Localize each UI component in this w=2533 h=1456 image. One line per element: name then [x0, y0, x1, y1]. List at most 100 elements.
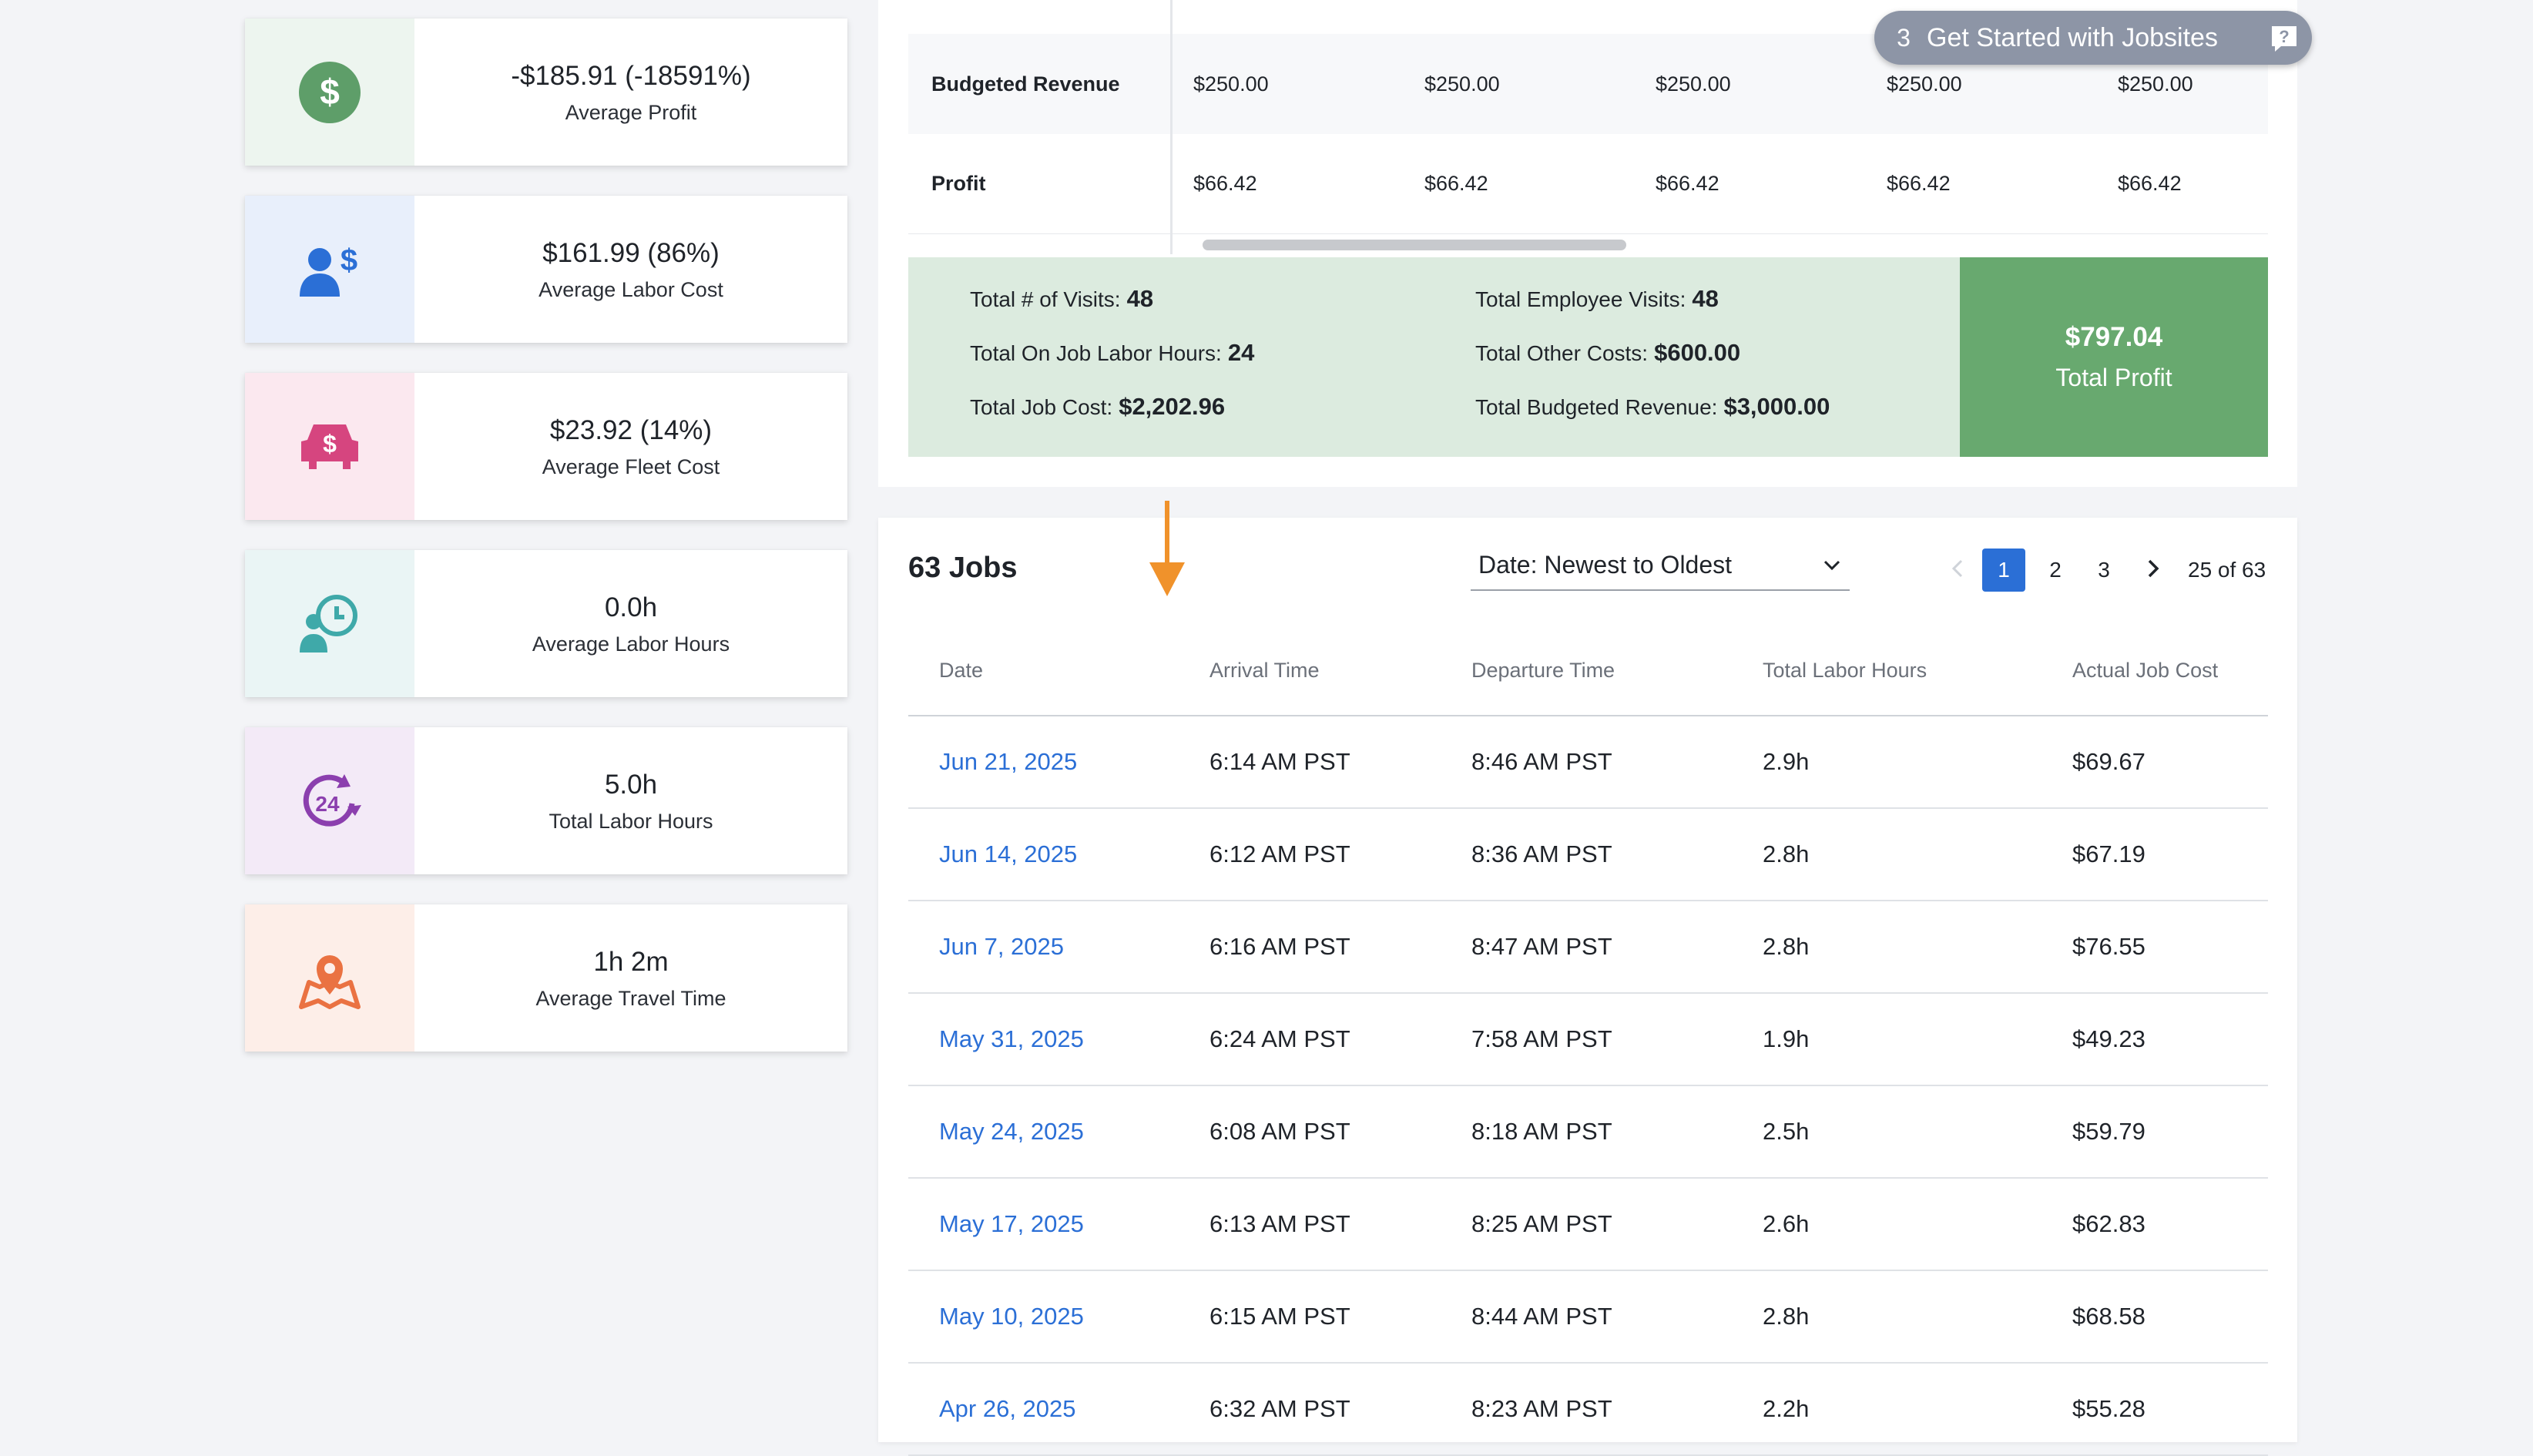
job-date-link[interactable]: May 17, 2025 [939, 1210, 1084, 1237]
total-job-cost: Total Job Cost: $2,202.96 [970, 393, 1226, 420]
departure-time: 7:58 AM PST [1471, 1025, 1612, 1052]
departure-time: 8:44 AM PST [1471, 1303, 1612, 1330]
sort-select-value: Date: Newest to Oldest [1478, 551, 1733, 579]
dollar-circle-icon: $ [299, 61, 361, 123]
total-profit-value: $797.04 [2065, 322, 2163, 352]
stat-value: -$185.91 (-18591%) [511, 61, 751, 92]
table-row[interactable]: Jun 21, 2025 6:14 AM PST 8:46 AM PST 2.9… [908, 716, 2268, 809]
job-cost: $62.83 [2072, 1210, 2146, 1237]
job-date-link[interactable]: Jun 7, 2025 [939, 933, 1065, 960]
budget-cell: $250.00 [1887, 72, 1962, 96]
budget-cell: $66.42 [1193, 172, 1257, 195]
chevron-left-icon[interactable] [1946, 553, 1969, 584]
total-profit-box: $797.04 Total Profit [1960, 257, 2268, 457]
budget-cell: $250.00 [2118, 72, 2193, 96]
total-labor-hours: Total On Job Labor Hours: 24 [970, 339, 1255, 366]
table-row[interactable]: May 24, 2025 6:08 AM PST 8:18 AM PST 2.5… [908, 1086, 2268, 1179]
budget-row-profit: Profit $66.42 $66.42 $66.42 $66.42 $66.4… [908, 134, 2268, 234]
stat-label: Average Fleet Cost [542, 455, 720, 478]
labor-hours: 2.6h [1763, 1210, 1810, 1237]
total-budgeted-revenue: Total Budgeted Revenue: $3,000.00 [1475, 393, 1830, 420]
table-row[interactable]: Apr 26, 2025 6:32 AM PST 8:23 AM PST 2.2… [908, 1364, 2268, 1456]
labor-hours: 2.9h [1763, 748, 1810, 775]
departure-time: 8:36 AM PST [1471, 840, 1612, 867]
column-header-total-labor-hours[interactable]: Total Labor Hours [1763, 658, 1927, 682]
page-button-1[interactable]: 1 [1982, 549, 2025, 592]
budget-cell: $66.42 [1656, 172, 1719, 195]
job-cost: $59.79 [2072, 1118, 2146, 1145]
page-range: 25 of 63 [2188, 558, 2266, 582]
budget-cell: $250.00 [1424, 72, 1500, 96]
job-date-link[interactable]: Apr 26, 2025 [939, 1395, 1076, 1422]
totals-summary: Total # of Visits: 48 Total On Job Labor … [908, 257, 1960, 457]
job-date-link[interactable]: Jun 14, 2025 [939, 840, 1078, 867]
job-date-link[interactable]: May 31, 2025 [939, 1025, 1084, 1052]
job-cost: $68.58 [2072, 1303, 2146, 1330]
map-pin-icon [299, 954, 361, 1009]
labor-hours: 2.5h [1763, 1118, 1810, 1145]
down-arrow-icon [1149, 501, 1185, 596]
car-dollar-icon: $ [301, 424, 358, 469]
horizontal-scrollbar[interactable] [1203, 237, 2268, 253]
column-header-arrival-time[interactable]: Arrival Time [1209, 658, 1320, 682]
jobs-panel: 63 Jobs Date: Newest to Oldest 1 2 3 25 … [878, 501, 2297, 1456]
labor-hours: 2.8h [1763, 933, 1810, 960]
table-row[interactable]: May 31, 2025 6:24 AM PST 7:58 AM PST 1.9… [908, 994, 2268, 1086]
get-started-button[interactable]: 3 Get Started with Jobsites ? [1874, 11, 2312, 65]
row-label: Profit [931, 172, 986, 195]
table-header: Date Arrival Time Departure Time Total L… [908, 626, 2268, 716]
departure-time: 8:47 AM PST [1471, 933, 1612, 960]
stat-label: Average Profit [565, 100, 697, 124]
job-date-link[interactable]: Jun 21, 2025 [939, 748, 1078, 775]
row-label: Budgeted Revenue [931, 72, 1120, 96]
chevron-right-icon[interactable] [2142, 553, 2165, 584]
stat-card-average-labor-hours: 0.0h Average Labor Hours [245, 550, 847, 697]
get-started-count: 3 [1897, 23, 1911, 52]
departure-time: 8:46 AM PST [1471, 748, 1612, 775]
job-cost: $55.28 [2072, 1395, 2146, 1422]
stat-label: Average Labor Hours [532, 632, 730, 656]
stat-card-average-profit: $ -$185.91 (-18591%) Average Profit [245, 18, 847, 166]
arrival-time: 6:13 AM PST [1209, 1210, 1350, 1237]
job-date-link[interactable]: May 10, 2025 [939, 1303, 1084, 1330]
person-clock-icon [300, 594, 357, 653]
jobs-table: Date Arrival Time Departure Time Total L… [908, 626, 2268, 1456]
table-row[interactable]: Jun 14, 2025 6:12 AM PST 8:36 AM PST 2.8… [908, 809, 2268, 901]
job-date-link[interactable]: May 24, 2025 [939, 1118, 1084, 1145]
arrival-time: 6:08 AM PST [1209, 1118, 1350, 1145]
arrival-time: 6:12 AM PST [1209, 840, 1350, 867]
arrival-time: 6:14 AM PST [1209, 748, 1350, 775]
column-header-actual-job-cost[interactable]: Actual Job Cost [2072, 658, 2219, 682]
stat-label: Average Travel Time [535, 986, 726, 1010]
table-row[interactable]: May 17, 2025 6:13 AM PST 8:25 AM PST 2.6… [908, 1179, 2268, 1271]
labor-hours: 2.8h [1763, 1303, 1810, 1330]
column-header-date[interactable]: Date [939, 658, 984, 682]
total-employee-visits: Total Employee Visits: 48 [1475, 285, 1719, 312]
stat-value: $161.99 (86%) [542, 238, 720, 269]
stat-card-average-travel-time: 1h 2m Average Travel Time [245, 904, 847, 1052]
labor-hours: 2.8h [1763, 840, 1810, 867]
departure-time: 8:23 AM PST [1471, 1395, 1612, 1422]
stat-value: 1h 2m [593, 947, 669, 978]
column-header-departure-time[interactable]: Departure Time [1471, 658, 1615, 682]
arrival-time: 6:15 AM PST [1209, 1303, 1350, 1330]
budget-cell: $250.00 [1193, 72, 1269, 96]
frozen-column-divider [1170, 0, 1173, 254]
job-cost: $76.55 [2072, 933, 2146, 960]
table-row[interactable]: Jun 7, 2025 6:16 AM PST 8:47 AM PST 2.8h… [908, 901, 2268, 994]
arrival-time: 6:24 AM PST [1209, 1025, 1350, 1052]
scrollbar-thumb[interactable] [1203, 240, 1626, 250]
stat-card-average-fleet-cost: $ $23.92 (14%) Average Fleet Cost [245, 373, 847, 520]
stat-value: 0.0h [604, 592, 658, 623]
stat-value: 5.0h [604, 770, 658, 800]
job-cost: $49.23 [2072, 1025, 2146, 1052]
sort-select[interactable]: Date: Newest to Oldest [1471, 541, 1850, 591]
jobs-count-title: 63 Jobs [908, 552, 1018, 584]
job-cost: $69.67 [2072, 748, 2146, 775]
table-row[interactable]: May 10, 2025 6:15 AM PST 8:44 AM PST 2.8… [908, 1271, 2268, 1364]
page-button-2[interactable]: 2 [2049, 558, 2062, 582]
stat-card-average-labor-cost: $ $161.99 (86%) Average Labor Cost [245, 196, 847, 343]
svg-text:?: ? [2279, 27, 2289, 46]
page-button-3[interactable]: 3 [2098, 558, 2110, 582]
job-cost: $67.19 [2072, 840, 2146, 867]
